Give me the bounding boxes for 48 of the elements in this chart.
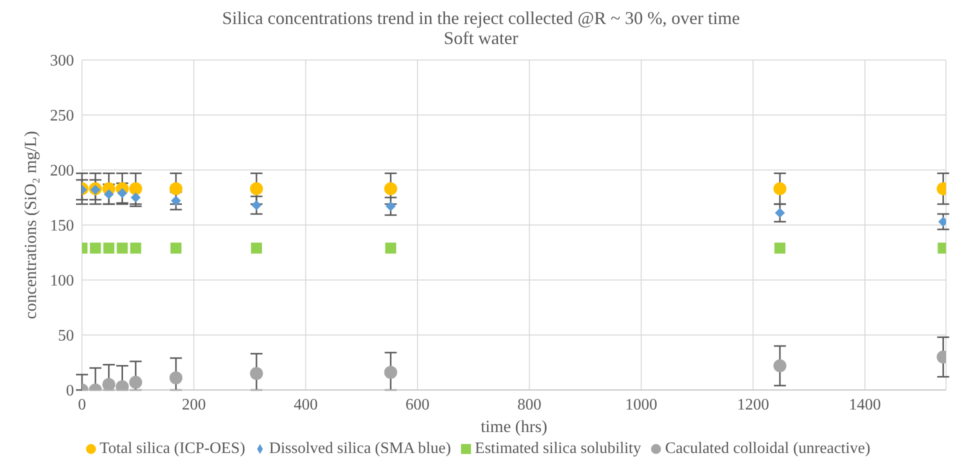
y-tick-label: 100 [50,272,74,290]
point [385,242,396,254]
point [116,242,128,254]
point [130,192,141,202]
point [117,188,128,198]
point [384,366,398,379]
x-tick-label: 0 [78,396,86,414]
point [251,200,262,210]
point [384,182,398,196]
point [129,182,142,196]
y-tick-label: 50 [58,328,74,345]
y-tick-label: 300 [50,52,74,70]
legend-label: Estimated silica solubility [474,440,642,457]
x-tick-label: 200 [182,396,206,414]
legend-label: Dissolved silica (SMA blue) [269,440,451,457]
point [90,184,100,195]
point [773,182,786,196]
point [250,242,262,254]
legend-label: Caculated colloidal (unreactive) [665,440,870,457]
y-tick-label: 0 [66,382,74,400]
point [170,196,181,206]
point [169,182,182,196]
point [386,201,396,212]
point [250,367,263,380]
point [130,242,142,254]
x-tick-label: 800 [517,396,542,414]
chart-subtitle: Soft water [442,28,520,48]
x-tick-label: 1200 [737,396,770,414]
point [103,242,114,254]
y-tick-label: 150 [50,218,74,235]
x-tick-label: 600 [406,396,430,414]
point [90,242,101,254]
y-tick-label: 200 [50,162,74,180]
x-axis-title: time (hrs) [480,417,548,436]
y-axis-title: concentrations (SiO₂ mg/L) [20,130,40,320]
point [250,182,263,196]
legend-label: Total silica (ICP-OES) [100,440,246,457]
point [774,242,786,254]
point [170,242,182,254]
x-tick-label: 400 [294,396,318,414]
chart-title: Silica concentrations trend in the reject collected @R ~ 30 %, over time [221,8,741,28]
point [773,359,786,372]
point [104,189,114,200]
y-tick-label: 250 [50,108,74,125]
point [169,371,182,384]
x-tick-label: 1400 [848,396,881,414]
point [774,208,785,218]
x-tick-label: 1000 [625,396,658,414]
